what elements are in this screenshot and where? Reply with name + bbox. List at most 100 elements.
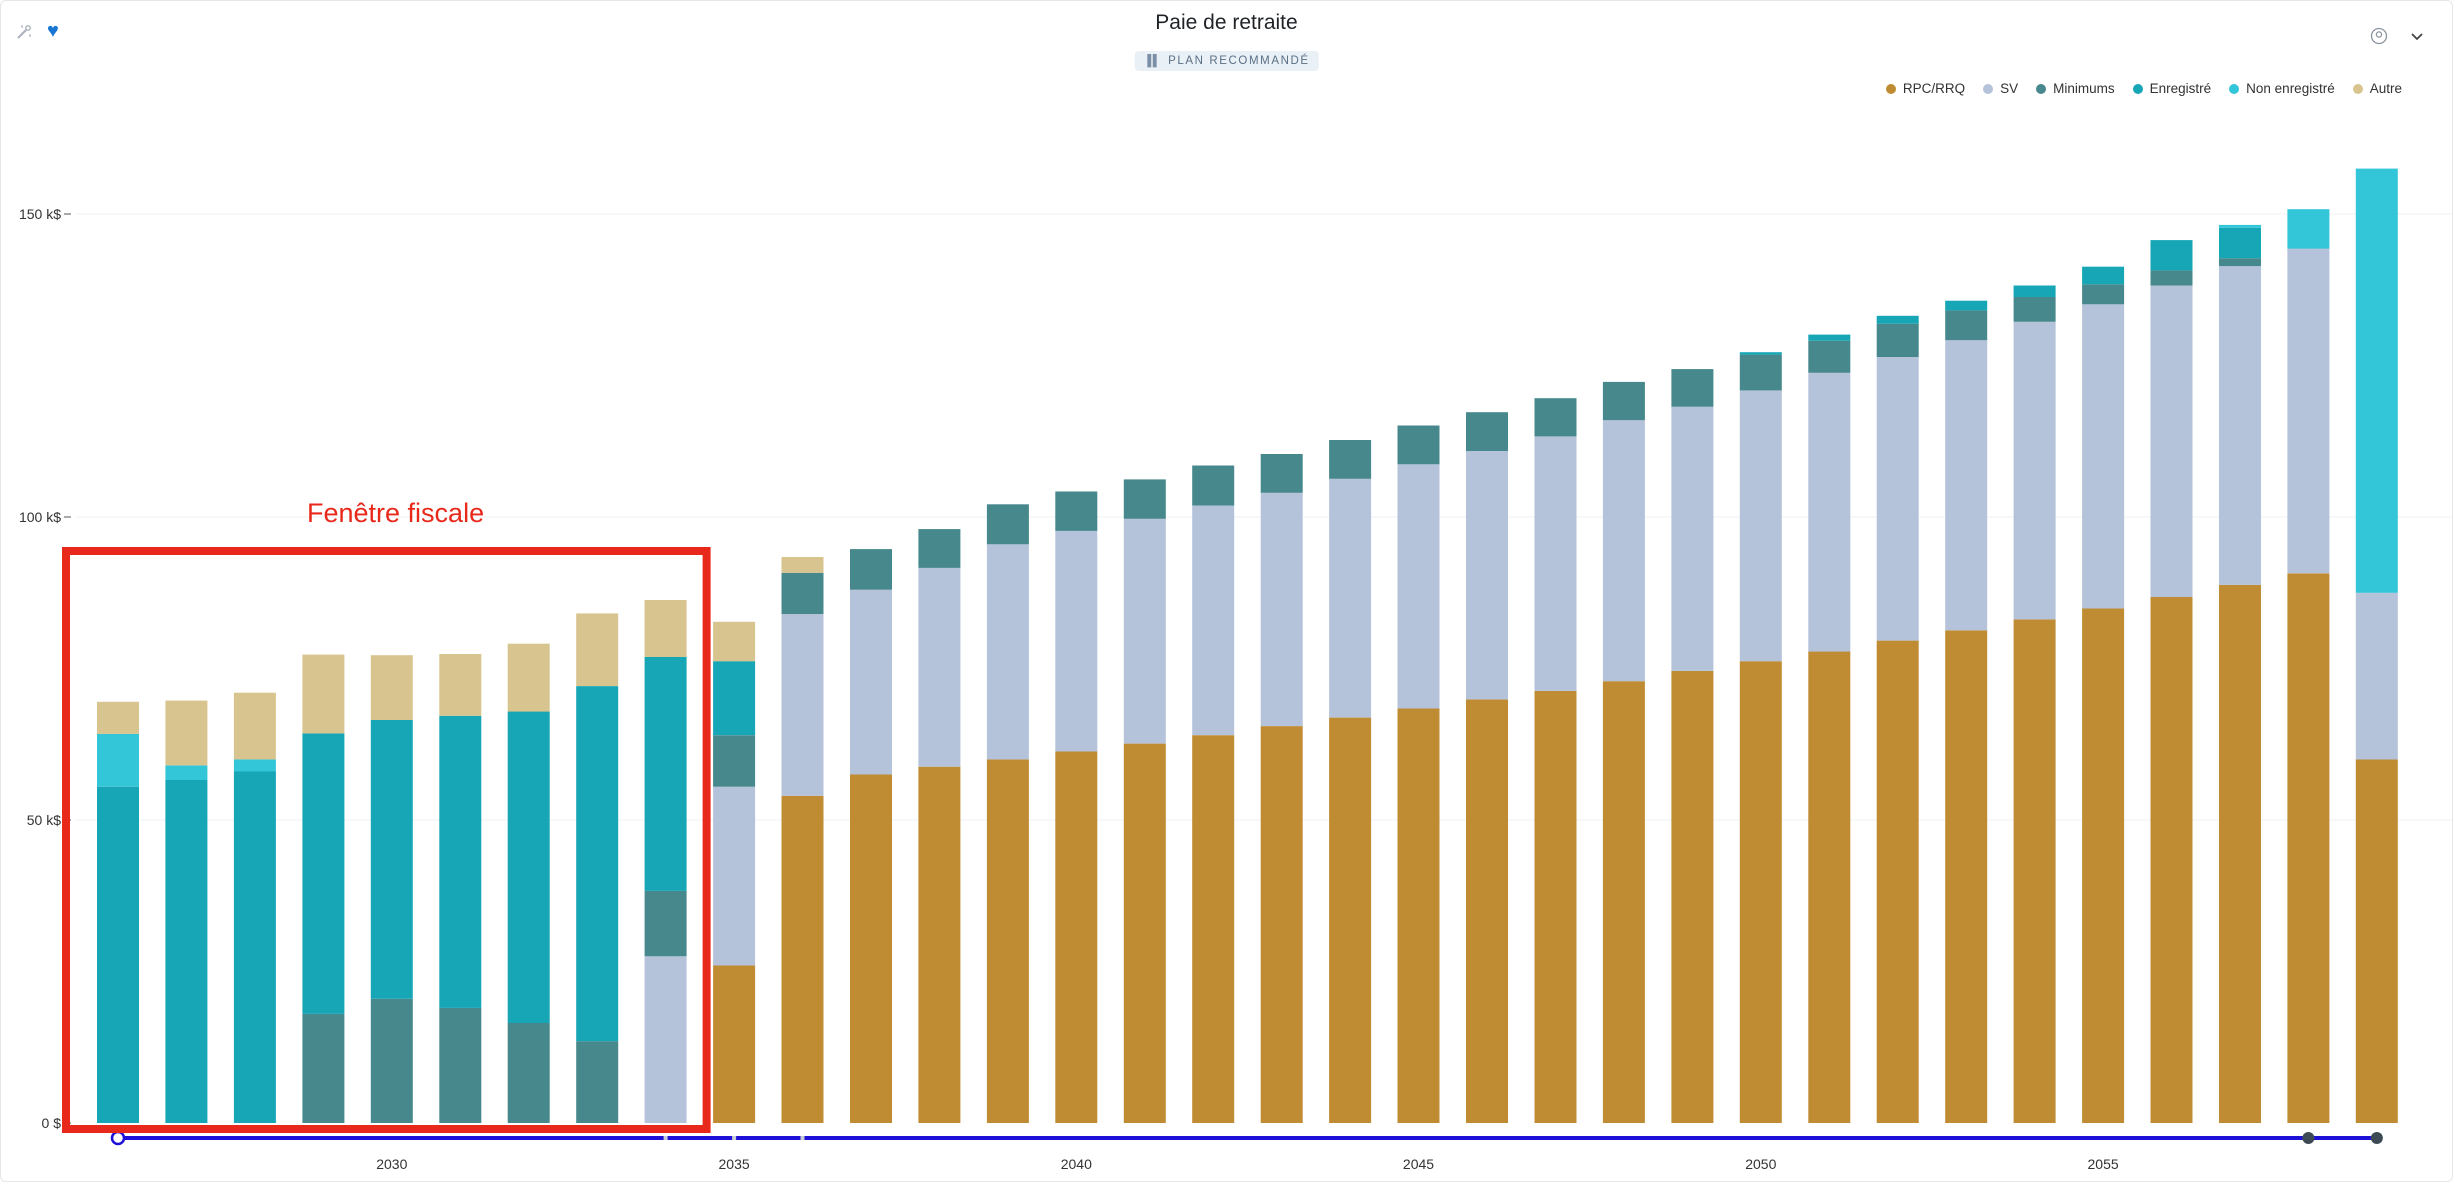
bar-segment-sv-2050[interactable]: [1739, 390, 1782, 662]
bar-segment-minimums-2054[interactable]: [2013, 297, 2056, 322]
bar-segment-minimums-2057[interactable]: [2219, 258, 2261, 267]
bar-segment-autre-2031[interactable]: [439, 654, 482, 716]
bar-segment-autre-2033[interactable]: [576, 613, 619, 687]
bar-segment-enregistre-2035[interactable]: [713, 661, 756, 736]
bar-segment-rpc-2046[interactable]: [1466, 699, 1508, 1123]
bar-segment-sv-2049[interactable]: [1671, 406, 1714, 671]
bar-segment-autre-2030[interactable]: [370, 655, 413, 720]
bar-segment-enregistre-2031[interactable]: [439, 715, 482, 1008]
bar-segment-minimums-2034[interactable]: [644, 890, 687, 957]
legend-item-sv[interactable]: SV: [1983, 81, 2018, 96]
bar-segment-minimums-2049[interactable]: [1671, 369, 1714, 407]
bar-segment-rpc-2035[interactable]: [713, 965, 756, 1123]
heart-icon[interactable]: ♥: [47, 20, 59, 42]
bar-segment-sv-2058[interactable]: [2287, 248, 2330, 574]
bar-segment-rpc-2048[interactable]: [1602, 681, 1645, 1123]
bar-segment-sv-2036[interactable]: [781, 614, 824, 796]
bar-segment-rpc-2054[interactable]: [2013, 619, 2056, 1123]
bar-segment-minimums-2050[interactable]: [1739, 354, 1782, 391]
bar-segment-rpc-2059[interactable]: [2355, 759, 2398, 1123]
bar-segment-enregistre-2055[interactable]: [2082, 266, 2125, 285]
bar-segment-enregistre-2056[interactable]: [2150, 240, 2193, 271]
bar-segment-enregistre-2051[interactable]: [1808, 334, 1851, 341]
bar-segment-minimums-2033[interactable]: [576, 1041, 619, 1123]
bar-segment-minimums-2038[interactable]: [918, 529, 961, 568]
bar-segment-sv-2053[interactable]: [1945, 340, 1988, 631]
bar-segment-autre-2036[interactable]: [781, 557, 824, 573]
bar-segment-enregistre-2028[interactable]: [233, 771, 276, 1124]
bar-segment-sv-2046[interactable]: [1466, 450, 1508, 700]
bar-segment-minimums-2032[interactable]: [507, 1023, 550, 1123]
bar-segment-minimums-2040[interactable]: [1055, 491, 1098, 531]
bar-segment-minimums-2048[interactable]: [1602, 381, 1645, 421]
legend-item-minimums[interactable]: Minimums: [2036, 81, 2115, 96]
bar-segment-minimums-2051[interactable]: [1808, 340, 1851, 373]
bar-segment-rpc-2038[interactable]: [918, 766, 961, 1123]
bar-segment-enregistre-2057[interactable]: [2219, 227, 2261, 259]
bar-segment-autre-2028[interactable]: [233, 692, 276, 760]
bar-segment-autre-2027[interactable]: [165, 700, 208, 766]
bar-segment-sv-2048[interactable]: [1602, 420, 1645, 682]
bar-segment-minimums-2055[interactable]: [2082, 284, 2125, 305]
bar-segment-rpc-2049[interactable]: [1671, 670, 1714, 1123]
bar-segment-minimums-2031[interactable]: [439, 1007, 482, 1123]
user-circle-icon[interactable]: [2370, 27, 2388, 48]
bar-segment-sv-2041[interactable]: [1123, 518, 1166, 744]
bar-segment-rpc-2052[interactable]: [1876, 640, 1919, 1123]
bar-segment-sv-2037[interactable]: [850, 589, 892, 775]
bar-segment-autre-2032[interactable]: [507, 643, 550, 712]
bar-segment-sv-2052[interactable]: [1876, 357, 1919, 641]
bar-segment-sv-2057[interactable]: [2219, 266, 2261, 585]
bar-segment-enregistre-2033[interactable]: [576, 686, 619, 1042]
bar-segment-sv-2059[interactable]: [2355, 592, 2398, 760]
bar-segment-rpc-2037[interactable]: [850, 774, 892, 1124]
bar-segment-enregistre-2030[interactable]: [370, 720, 413, 999]
bar-segment-enregistre-2032[interactable]: [507, 711, 550, 1024]
bar-segment-sv-2034[interactable]: [644, 956, 687, 1123]
bar-segment-non_enregistre-2057[interactable]: [2219, 224, 2261, 228]
bar-segment-rpc-2040[interactable]: [1055, 751, 1098, 1124]
bar-segment-enregistre-2054[interactable]: [2013, 285, 2056, 298]
bar-segment-non_enregistre-2059[interactable]: [2355, 168, 2398, 593]
bar-segment-rpc-2043[interactable]: [1260, 726, 1303, 1123]
range-slider-marker[interactable]: [2302, 1132, 2315, 1144]
bar-segment-rpc-2051[interactable]: [1808, 651, 1851, 1124]
bar-segment-sv-2047[interactable]: [1534, 436, 1577, 691]
bar-segment-minimums-2052[interactable]: [1876, 323, 1919, 357]
bar-segment-minimums-2045[interactable]: [1397, 425, 1440, 465]
legend-item-enregistre[interactable]: Enregistré: [2132, 81, 2211, 96]
legend-item-autre[interactable]: Autre: [2352, 81, 2402, 96]
bar-segment-sv-2051[interactable]: [1808, 372, 1851, 652]
bar-segment-enregistre-2029[interactable]: [302, 733, 345, 1014]
bar-segment-non_enregistre-2058[interactable]: [2287, 209, 2330, 249]
bar-segment-sv-2040[interactable]: [1055, 530, 1098, 752]
bar-segment-minimums-2043[interactable]: [1260, 454, 1303, 493]
bar-segment-rpc-2039[interactable]: [986, 759, 1029, 1123]
bar-segment-sv-2056[interactable]: [2150, 285, 2193, 598]
bar-segment-enregistre-2034[interactable]: [644, 657, 687, 891]
bar-segment-rpc-2055[interactable]: [2082, 608, 2125, 1124]
bar-segment-minimums-2039[interactable]: [986, 504, 1029, 545]
bar-segment-rpc-2057[interactable]: [2219, 584, 2261, 1123]
bar-segment-sv-2044[interactable]: [1329, 478, 1372, 718]
bar-segment-minimums-2029[interactable]: [302, 1013, 345, 1123]
bar-segment-sv-2055[interactable]: [2082, 304, 2125, 609]
bar-segment-enregistre-2053[interactable]: [1945, 300, 1988, 311]
bar-segment-minimums-2044[interactable]: [1329, 440, 1372, 479]
bar-segment-rpc-2047[interactable]: [1534, 690, 1577, 1123]
range-slider-start-handle[interactable]: [110, 1130, 126, 1146]
bar-segment-autre-2029[interactable]: [302, 654, 345, 734]
bar-segment-sv-2039[interactable]: [986, 544, 1029, 760]
bar-segment-minimums-2030[interactable]: [370, 998, 413, 1123]
bar-segment-rpc-2053[interactable]: [1945, 630, 1988, 1123]
bar-segment-sv-2043[interactable]: [1260, 492, 1303, 727]
bar-segment-non_enregistre-2027[interactable]: [165, 765, 208, 781]
plan-badge[interactable]: ▐▌ PLAN RECOMMANDÉ: [1134, 51, 1319, 71]
bar-segment-sv-2045[interactable]: [1397, 464, 1440, 709]
bar-segment-non_enregistre-2028[interactable]: [233, 759, 276, 772]
bar-segment-sv-2035[interactable]: [713, 786, 756, 966]
bar-segment-sv-2042[interactable]: [1192, 505, 1235, 736]
bar-segment-rpc-2050[interactable]: [1739, 661, 1782, 1123]
bar-segment-minimums-2042[interactable]: [1192, 465, 1235, 506]
legend-item-non_enregistre[interactable]: Non enregistré: [2229, 81, 2335, 96]
